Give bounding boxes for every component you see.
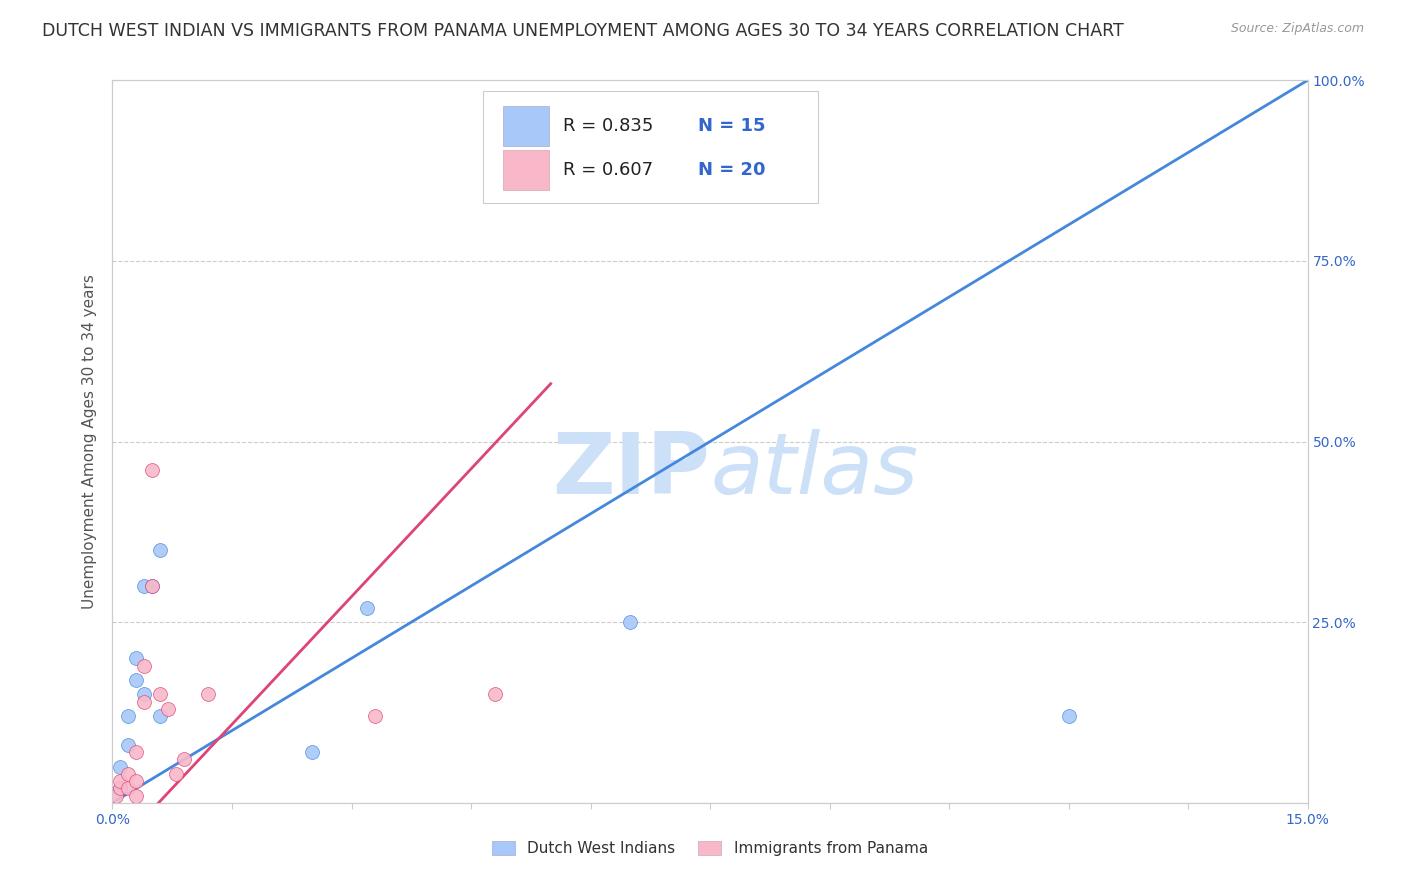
Point [134,579,156,593]
Text: Source: ZipAtlas.com: Source: ZipAtlas.com [1230,22,1364,36]
Point [364,709,387,723]
Point [110,760,132,774]
Text: N = 20: N = 20 [699,161,766,179]
Text: atlas: atlas [710,429,918,512]
Text: R = 0.607: R = 0.607 [562,161,654,179]
Point [165,767,187,781]
Point [619,615,641,630]
Point [149,709,172,723]
Point [134,695,156,709]
Point [117,767,139,781]
Point [531,102,554,116]
FancyBboxPatch shape [503,106,548,146]
Point [110,781,132,796]
Point [197,687,219,701]
Legend: Dutch West Indians, Immigrants from Panama: Dutch West Indians, Immigrants from Pana… [485,833,935,863]
FancyBboxPatch shape [484,91,818,203]
Point [125,789,148,803]
Point [149,687,172,701]
Point [356,600,378,615]
Point [125,673,148,687]
Point [141,579,163,593]
Point [141,579,163,593]
Point [110,781,132,796]
Point [149,542,172,557]
Point [141,463,163,477]
Point [1057,709,1080,723]
Point [117,781,139,796]
Point [134,658,156,673]
FancyBboxPatch shape [503,150,548,190]
Point [125,745,148,759]
Point [134,687,156,701]
Point [110,774,132,789]
Point [125,651,148,665]
Text: ZIP: ZIP [553,429,710,512]
Point [484,687,506,701]
Point [301,745,323,759]
Point [117,709,139,723]
Text: R = 0.835: R = 0.835 [562,117,654,136]
Y-axis label: Unemployment Among Ages 30 to 34 years: Unemployment Among Ages 30 to 34 years [82,274,97,609]
Point [105,789,128,803]
Text: DUTCH WEST INDIAN VS IMMIGRANTS FROM PANAMA UNEMPLOYMENT AMONG AGES 30 TO 34 YEA: DUTCH WEST INDIAN VS IMMIGRANTS FROM PAN… [42,22,1123,40]
Point [125,774,148,789]
Point [173,752,195,766]
Text: N = 15: N = 15 [699,117,766,136]
Point [157,702,180,716]
Point [117,738,139,752]
